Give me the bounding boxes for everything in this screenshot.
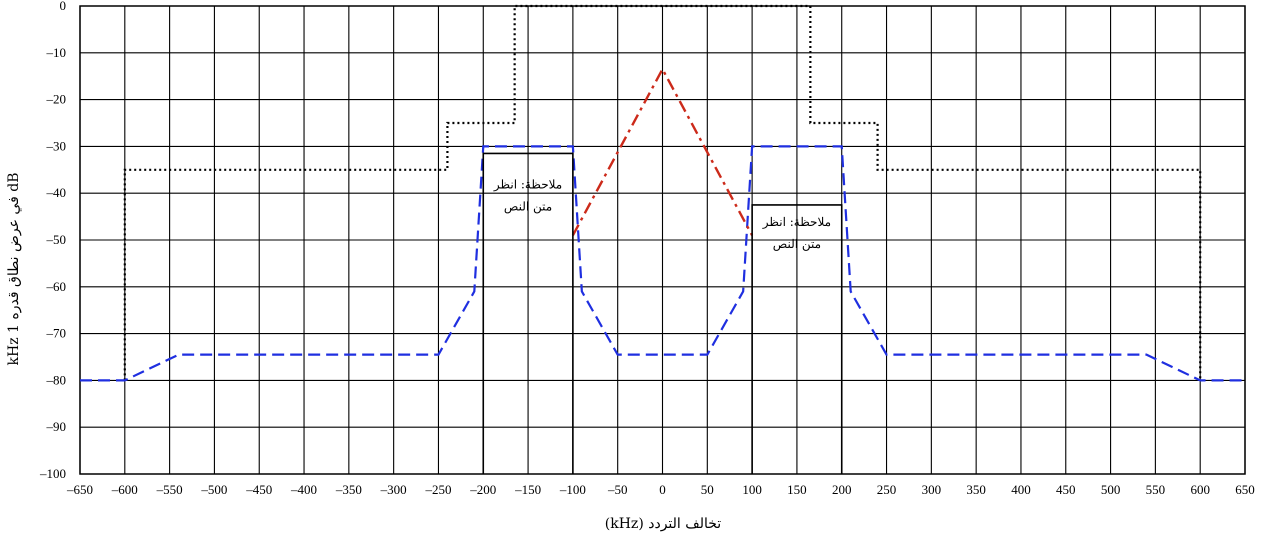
x-tick-label: –500	[200, 482, 227, 497]
annotation-text: ملاحظة: انظر	[493, 178, 562, 192]
y-tick-label: –40	[46, 185, 67, 200]
x-tick-label: –50	[607, 482, 628, 497]
annotation-text: ملاحظة: انظر	[762, 215, 831, 229]
x-tick-label: –550	[156, 482, 183, 497]
x-tick-label: –100	[559, 482, 586, 497]
x-tick-label: 350	[966, 482, 986, 497]
annotation-text: متن النص	[773, 237, 821, 251]
x-tick-label: 100	[742, 482, 762, 497]
x-tick-label: 550	[1146, 482, 1166, 497]
x-tick-label: 450	[1056, 482, 1076, 497]
plot-frame	[79, 5, 1246, 475]
y-tick-label: –70	[46, 326, 67, 341]
x-tick-label: 400	[1011, 482, 1031, 497]
x-tick-label: –350	[335, 482, 362, 497]
y-tick-label: –10	[46, 45, 67, 60]
series-line-solid-4	[751, 204, 843, 474]
x-tick-label: 600	[1190, 482, 1210, 497]
x-tick-label: 50	[701, 482, 714, 497]
y-tick-label: –100	[39, 466, 66, 481]
x-tick-label: –250	[424, 482, 451, 497]
x-tick-label: –600	[111, 482, 138, 497]
series-line-dashed-1	[80, 145, 1245, 382]
y-tick-labels: 0 –10 –20 –30 –40 –50 –60 –70 –80 –90 –100	[39, 0, 66, 481]
series-line-solid-3	[482, 152, 574, 474]
x-tick-label: 250	[877, 482, 897, 497]
y-tick-label: –50	[46, 232, 67, 247]
y-tick-label: –20	[46, 92, 67, 107]
x-tick-label: 150	[787, 482, 807, 497]
annotation-text: متن النص	[504, 200, 552, 214]
annotations: ملاحظة: انظر متن النص ملاحظة: انظر متن النص	[493, 178, 831, 251]
y-tick-label: –60	[46, 279, 67, 294]
x-tick-label: 650	[1235, 482, 1255, 497]
x-tick-label: –650	[66, 482, 93, 497]
x-tick-label: –150	[514, 482, 541, 497]
x-tick-label: –300	[380, 482, 407, 497]
y-tick-label: 0	[60, 0, 67, 13]
x-tick-label: 300	[922, 482, 942, 497]
x-tick-label: –400	[290, 482, 317, 497]
y-tick-label: –30	[46, 138, 67, 153]
series-group	[80, 4, 1245, 474]
y-tick-label: –80	[46, 372, 67, 387]
y-axis-title: dB في عرض نطاق قدره 1 kHz	[6, 173, 22, 366]
x-tick-label: 0	[659, 482, 666, 497]
y-tick-label: –90	[46, 419, 67, 434]
x-tick-label: –200	[469, 482, 496, 497]
x-tick-label: –450	[245, 482, 272, 497]
x-tick-label: 200	[832, 482, 852, 497]
x-tick-label: 500	[1101, 482, 1121, 497]
x-axis-title: تخالف التردد (kHz)	[605, 516, 722, 532]
grid	[79, 5, 1246, 475]
x-tick-labels: –650 –600 –550 –500 –450 –400 –350 –300 –250 –200…	[66, 482, 1255, 497]
